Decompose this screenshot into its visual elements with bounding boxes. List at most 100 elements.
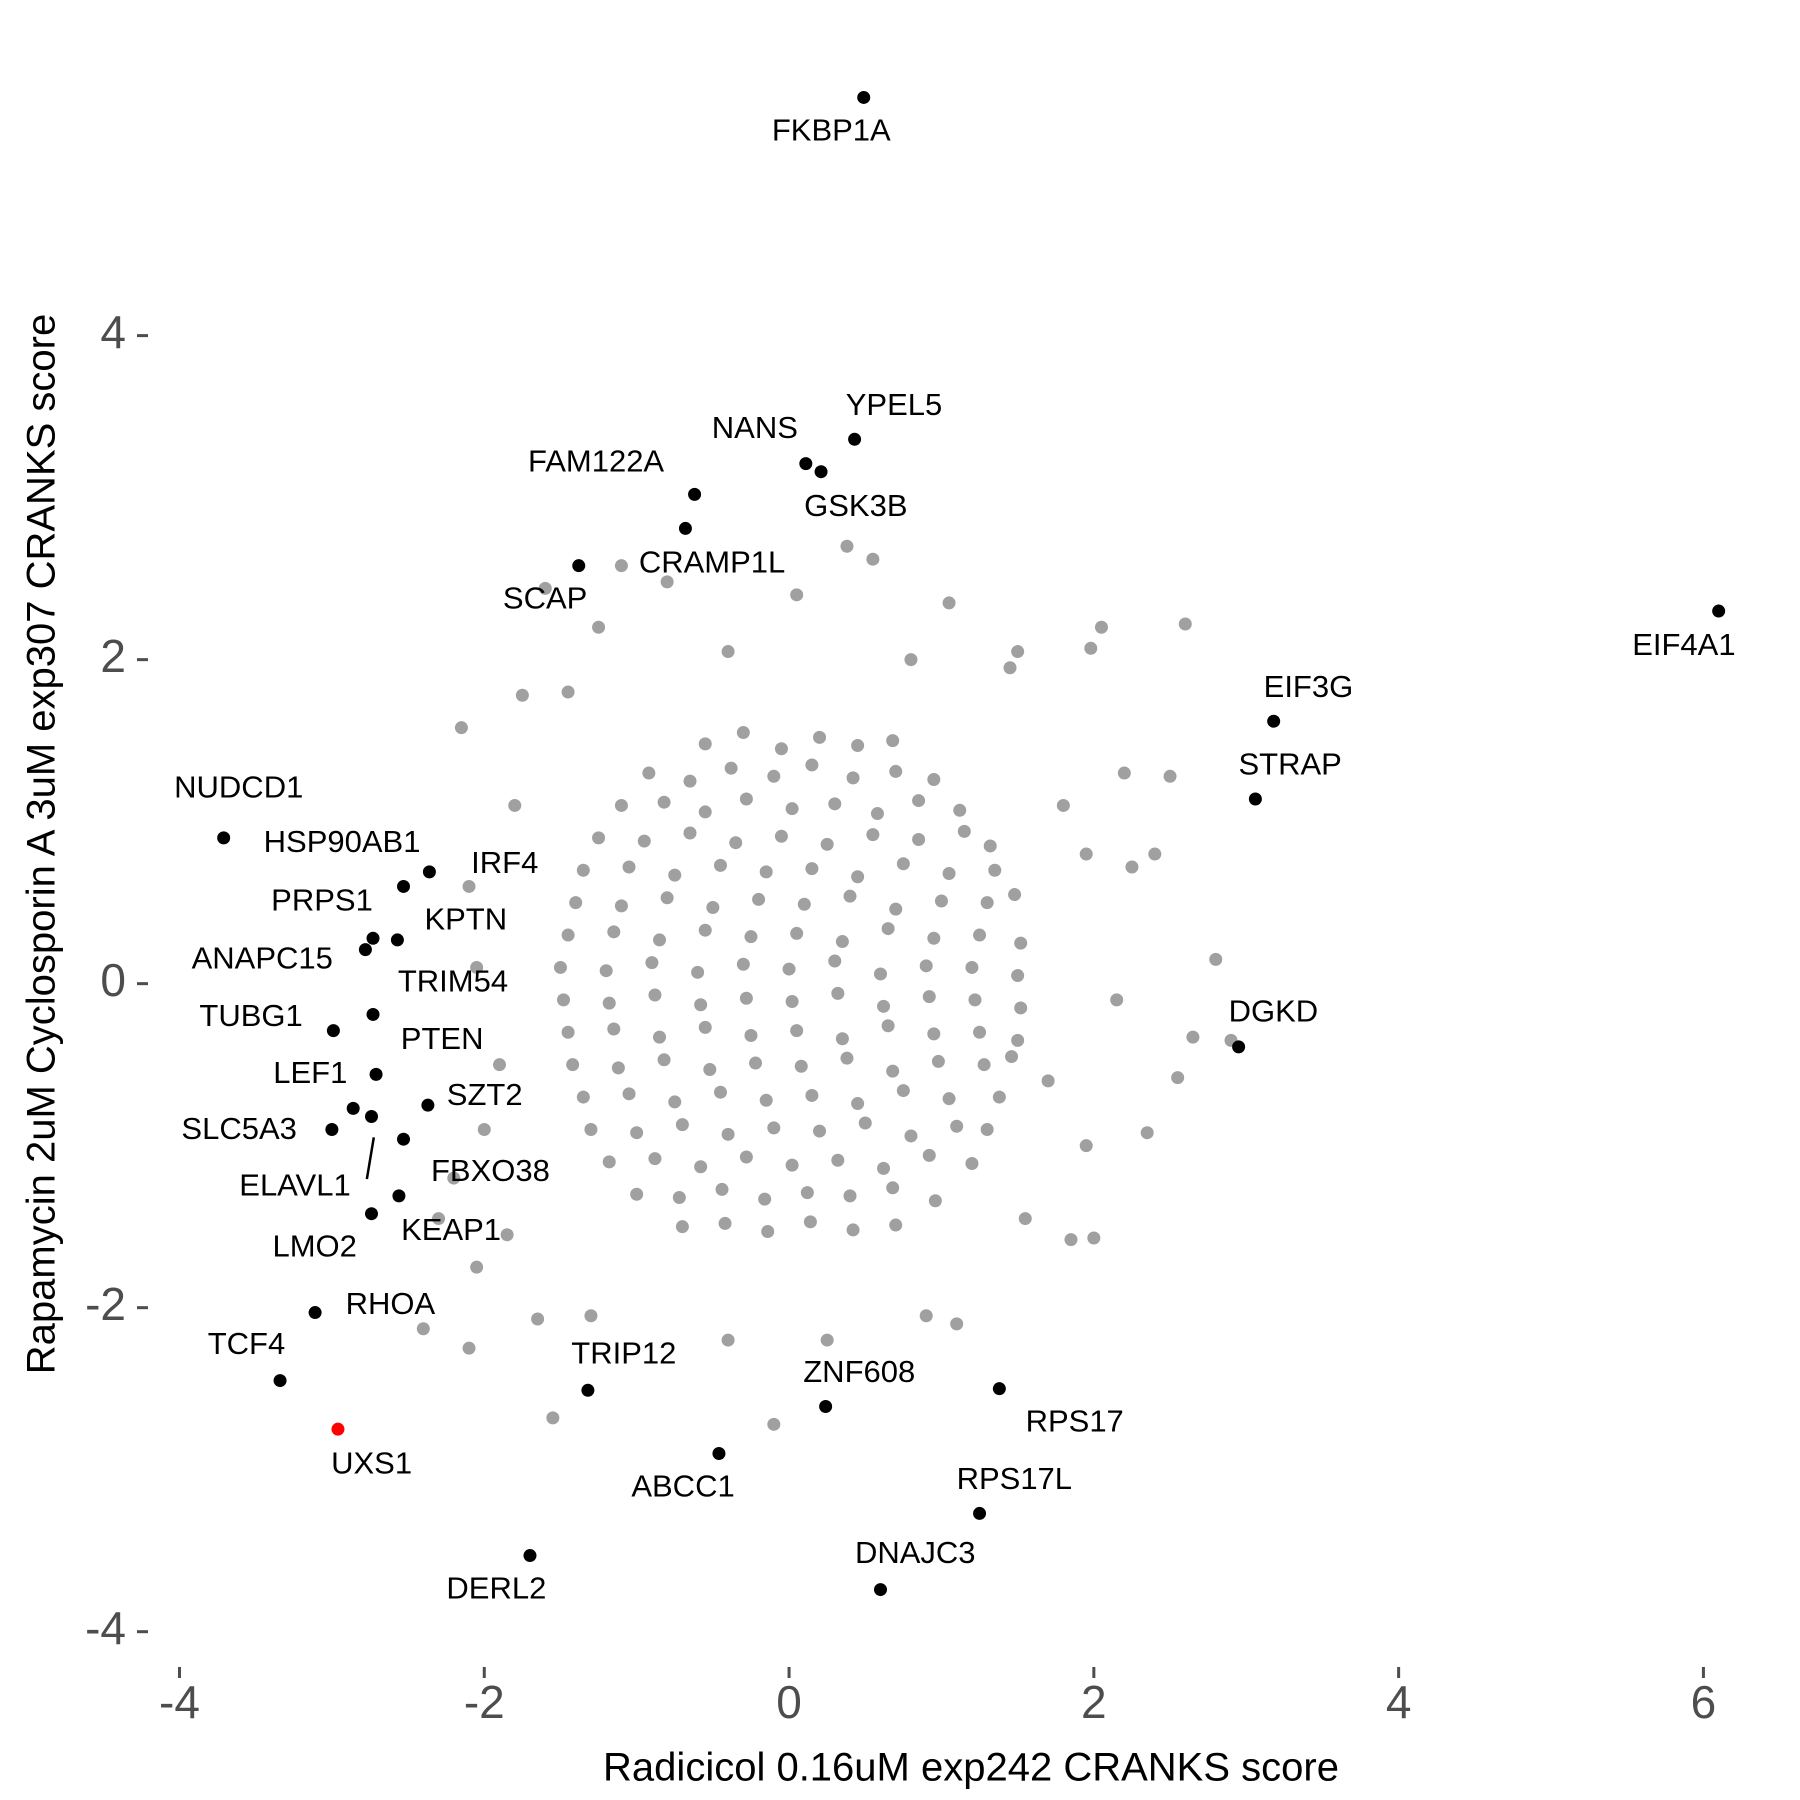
point	[931, 1054, 945, 1068]
point	[1011, 645, 1025, 659]
point	[1014, 1001, 1028, 1015]
point	[1011, 1033, 1025, 1047]
point	[584, 1122, 598, 1136]
point	[614, 899, 628, 913]
point	[602, 996, 616, 1010]
point	[758, 1192, 772, 1206]
point	[698, 737, 712, 751]
point	[846, 1223, 860, 1237]
point	[721, 1127, 735, 1141]
point	[1171, 1071, 1185, 1085]
point-label: PRPS1	[271, 883, 373, 918]
point	[828, 954, 842, 968]
point	[831, 986, 845, 1000]
point	[531, 1312, 545, 1326]
point	[835, 935, 849, 949]
point	[1110, 993, 1124, 1007]
point	[325, 1122, 339, 1136]
point	[881, 1019, 895, 1033]
point	[813, 730, 827, 744]
point	[602, 1155, 616, 1169]
point	[607, 1022, 621, 1036]
point	[828, 797, 842, 811]
point-label: TCF4	[208, 1326, 286, 1361]
x-tick-label: 2	[1081, 1676, 1107, 1728]
point	[273, 1374, 287, 1388]
point	[790, 926, 804, 940]
point	[703, 1063, 717, 1077]
point	[553, 960, 567, 974]
point	[715, 1182, 729, 1196]
point	[831, 1153, 845, 1167]
point	[846, 771, 860, 785]
point	[744, 930, 758, 944]
point	[622, 1087, 636, 1101]
point	[814, 465, 828, 479]
point	[980, 896, 994, 910]
point	[785, 1158, 799, 1172]
point	[977, 1058, 991, 1072]
point	[904, 653, 918, 667]
point	[1125, 860, 1139, 874]
point	[637, 834, 651, 848]
point	[1084, 641, 1098, 655]
point	[1186, 1030, 1200, 1044]
point	[576, 1090, 590, 1104]
point	[805, 862, 819, 876]
point	[1087, 1231, 1101, 1245]
point-label: ZNF608	[803, 1354, 915, 1389]
point	[470, 960, 484, 974]
point	[396, 1132, 410, 1146]
point	[840, 1051, 854, 1065]
point	[1056, 798, 1070, 812]
point	[366, 931, 380, 945]
point	[561, 685, 575, 699]
point	[992, 1382, 1006, 1396]
point-label: EIF4A1	[1632, 627, 1735, 662]
point	[660, 891, 674, 905]
point	[462, 879, 476, 893]
point	[749, 1056, 763, 1070]
point	[691, 965, 705, 979]
point	[805, 1088, 819, 1102]
point	[675, 1118, 689, 1132]
point	[1008, 888, 1022, 902]
point	[965, 960, 979, 974]
point-label: CRAMP1L	[639, 545, 785, 580]
point-label: NUDCD1	[174, 769, 303, 804]
point	[774, 829, 788, 843]
point	[1011, 969, 1025, 983]
point	[759, 1093, 773, 1107]
point	[983, 839, 997, 853]
point	[886, 1181, 900, 1195]
y-axis-title: Rapamycin 2uM Cyclosporin A 3uM exp307 C…	[20, 314, 64, 1374]
y-tick-label: 0	[100, 954, 126, 1006]
point-label: NANS	[712, 410, 798, 445]
point	[1003, 661, 1017, 675]
point	[988, 863, 1002, 877]
point	[718, 1216, 732, 1230]
point-label: GSK3B	[804, 488, 907, 523]
point	[561, 1025, 575, 1039]
point	[421, 1098, 435, 1112]
point	[934, 894, 948, 908]
point	[1712, 604, 1726, 618]
point	[668, 868, 682, 882]
point	[1140, 1126, 1154, 1140]
point	[1064, 1233, 1078, 1247]
point	[648, 1152, 662, 1166]
point	[851, 739, 865, 753]
point-label: RPS17	[1026, 1404, 1124, 1439]
point	[767, 769, 781, 783]
point	[331, 1422, 345, 1436]
point	[820, 837, 834, 851]
point	[953, 803, 967, 817]
point	[739, 991, 753, 1005]
point	[538, 581, 552, 595]
point	[622, 860, 636, 874]
point	[557, 993, 571, 1007]
point	[973, 1506, 987, 1520]
point	[657, 795, 671, 809]
point	[523, 1549, 537, 1563]
point	[840, 539, 854, 553]
